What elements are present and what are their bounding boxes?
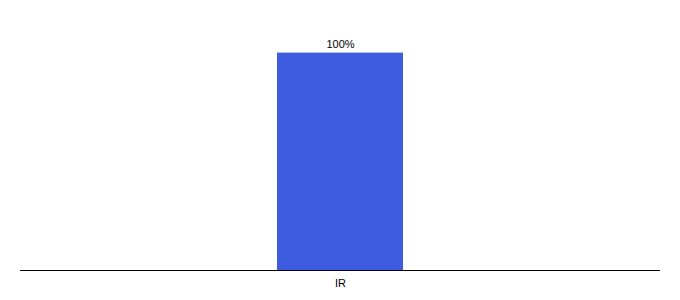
svg-text:100%: 100% — [326, 38, 354, 50]
svg-text:IR: IR — [335, 277, 346, 289]
